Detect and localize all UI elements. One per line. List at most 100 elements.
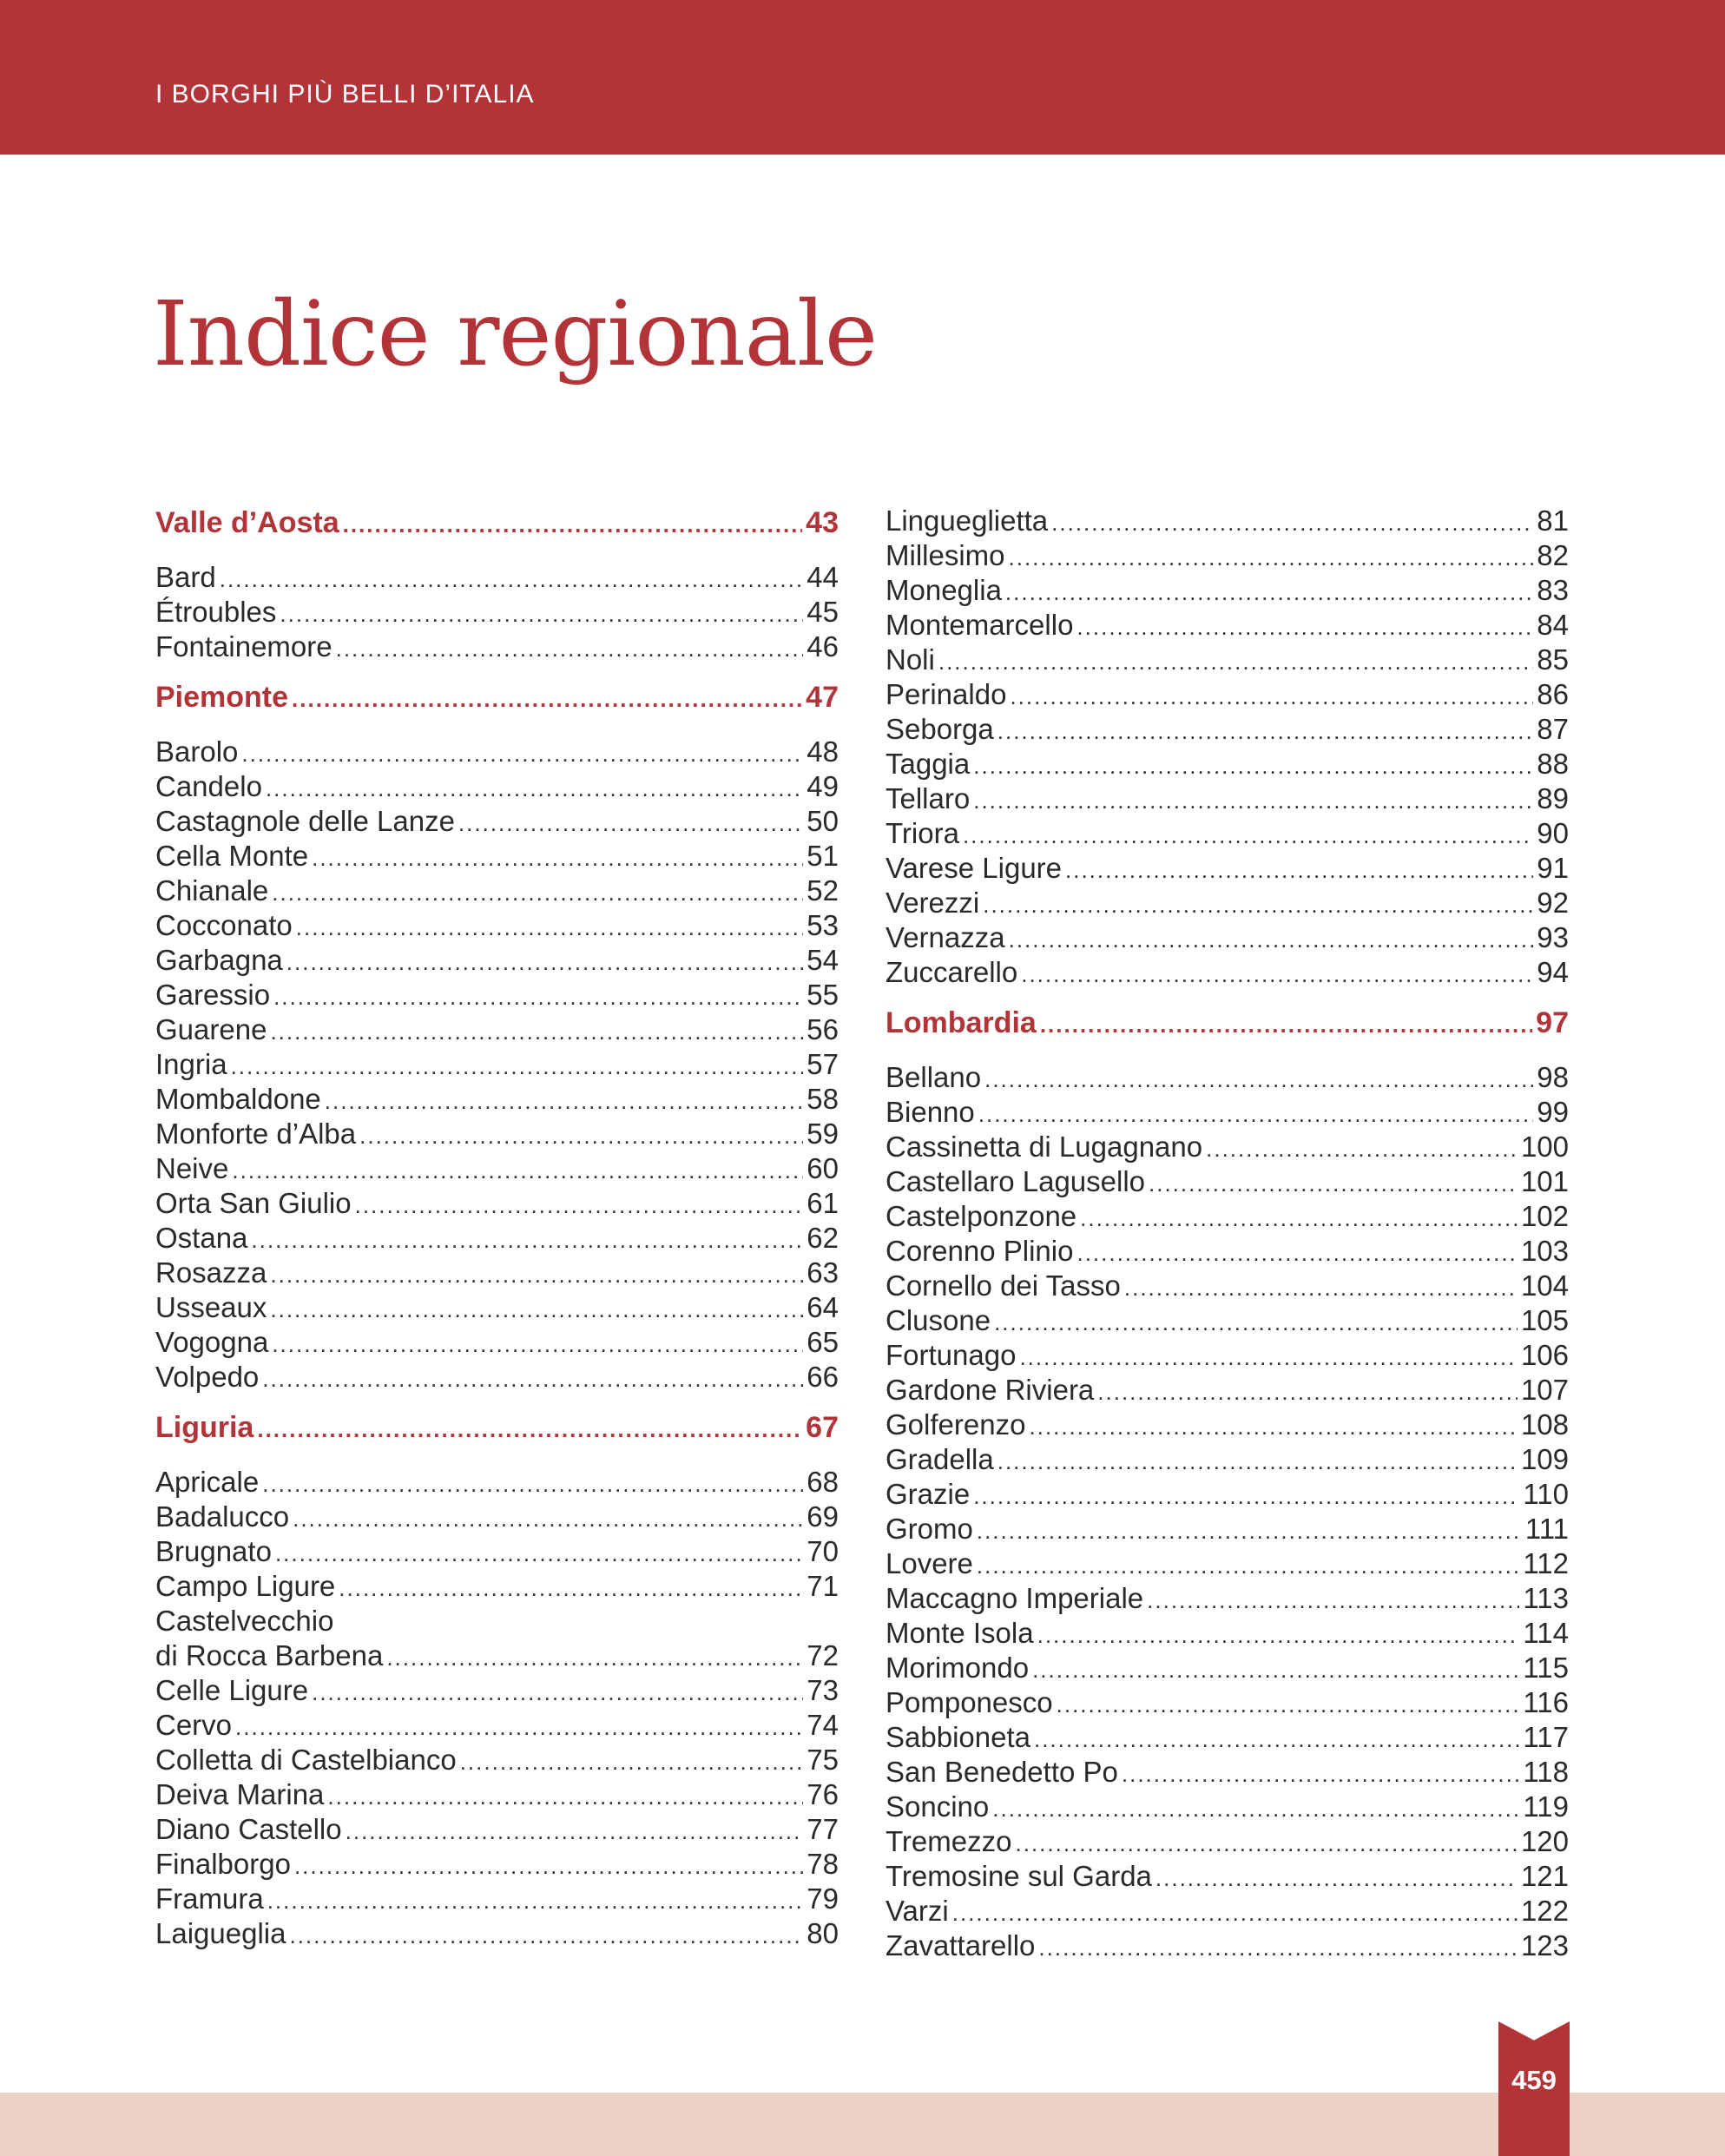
index-entry[interactable]: Castagnole delle Lanze 50: [155, 804, 839, 839]
entry-page: 83: [1537, 574, 1569, 606]
index-entry[interactable]: Golferenzo 108: [886, 1408, 1569, 1442]
index-entry[interactable]: Ingria 57: [155, 1047, 839, 1082]
dot-leader: [1009, 922, 1534, 957]
region-heading-piemonte[interactable]: Piemonte47: [155, 678, 839, 716]
dot-leader: [1076, 610, 1533, 644]
footer-band: [0, 2093, 1725, 2156]
dot-leader: [359, 1118, 803, 1153]
index-entry[interactable]: Fortunago 106: [886, 1338, 1569, 1373]
index-entry[interactable]: Laigueglia 80: [155, 1916, 839, 1951]
index-column-left: Valle d’Aosta43 Bard44Étroubles45Fontain…: [155, 504, 839, 1951]
index-entry[interactable]: Noli 85: [886, 643, 1569, 677]
index-entry[interactable]: Vernazza 93: [886, 920, 1569, 955]
index-entry[interactable]: Chianale 52: [155, 874, 839, 908]
index-entry[interactable]: Étroubles 45: [155, 595, 839, 630]
index-entry[interactable]: Bard 44: [155, 560, 839, 595]
index-entry[interactable]: Bienno 99: [886, 1095, 1569, 1130]
index-entry[interactable]: Cassinetta di Lugagnano 100: [886, 1130, 1569, 1164]
index-entry[interactable]: Bellano 98: [886, 1060, 1569, 1095]
entry-page: 44: [807, 561, 839, 593]
index-entry[interactable]: Fontainemore 46: [155, 630, 839, 664]
dot-leader: [312, 1675, 803, 1710]
index-entry[interactable]: Badalucco 69: [155, 1500, 839, 1534]
index-entry[interactable]: Varzi 122: [886, 1894, 1569, 1929]
index-entry[interactable]: di Rocca Barbena 72: [155, 1638, 839, 1673]
index-entry[interactable]: Castelponzone 102: [886, 1199, 1569, 1234]
entry-name: Seborga: [886, 713, 994, 745]
index-entry[interactable]: Montemarcello 84: [886, 608, 1569, 643]
index-entry[interactable]: Perinaldo 86: [886, 677, 1569, 712]
index-entry[interactable]: Campo Ligure 71: [155, 1569, 839, 1604]
index-entry[interactable]: Guarene 56: [155, 1012, 839, 1047]
index-entry[interactable]: Orta San Giulio 61: [155, 1186, 839, 1221]
index-entry[interactable]: Candelo 49: [155, 769, 839, 804]
region-heading-lombardia[interactable]: Lombardia97: [886, 1004, 1569, 1042]
entry-name: Barolo: [155, 735, 239, 768]
index-entry[interactable]: Cocconato 53: [155, 908, 839, 943]
dot-leader: [325, 1084, 804, 1118]
index-entry[interactable]: Usseaux 64: [155, 1290, 839, 1325]
index-entry[interactable]: Seborga 87: [886, 712, 1569, 747]
index-entry[interactable]: Lovere 112: [886, 1546, 1569, 1581]
entry-page: 110: [1523, 1478, 1569, 1510]
index-entry[interactable]: Moneglia 83: [886, 573, 1569, 608]
index-entry[interactable]: Neive 60: [155, 1151, 839, 1186]
index-entry[interactable]: Corenno Plinio 103: [886, 1234, 1569, 1269]
entry-name: Laigueglia: [155, 1917, 286, 1949]
index-entry[interactable]: Verezzi 92: [886, 886, 1569, 920]
dot-leader: [997, 714, 1534, 748]
region-heading-valle-daosta[interactable]: Valle d’Aosta43: [155, 504, 839, 542]
index-entry[interactable]: Deiva Marina 76: [155, 1777, 839, 1812]
index-entry[interactable]: Monte Isola 114: [886, 1616, 1569, 1651]
liguria-entries-continued: Lingueglietta81Millesimo82Moneglia83Mont…: [886, 504, 1569, 990]
index-entry[interactable]: Zavattarello 123: [886, 1929, 1569, 1963]
index-entry[interactable]: Clusone 105: [886, 1303, 1569, 1338]
entry-page: 89: [1537, 782, 1569, 814]
index-entry[interactable]: Celle Ligure 73: [155, 1673, 839, 1708]
index-entry[interactable]: Sabbioneta 117: [886, 1720, 1569, 1755]
index-entry[interactable]: Millesimo 82: [886, 538, 1569, 573]
index-entry[interactable]: Soncino 119: [886, 1790, 1569, 1824]
index-entry[interactable]: Maccagno Imperiale 113: [886, 1581, 1569, 1616]
index-entry[interactable]: Diano Castello 77: [155, 1812, 839, 1847]
index-entry[interactable]: Pomponesco 116: [886, 1685, 1569, 1720]
index-entry[interactable]: Rosazza 63: [155, 1256, 839, 1290]
index-entry[interactable]: Cella Monte 51: [155, 839, 839, 874]
entry-name: Noli: [886, 643, 935, 676]
index-entry[interactable]: Castelvecchio: [155, 1604, 839, 1638]
index-entry[interactable]: Volpedo 66: [155, 1360, 839, 1394]
index-entry[interactable]: Zuccarello 94: [886, 955, 1569, 990]
index-entry[interactable]: Triora 90: [886, 816, 1569, 851]
index-entry[interactable]: Barolo 48: [155, 735, 839, 769]
index-entry[interactable]: Lingueglietta 81: [886, 504, 1569, 538]
index-entry[interactable]: Monforte d’Alba 59: [155, 1117, 839, 1151]
index-entry[interactable]: Gradella 109: [886, 1442, 1569, 1477]
index-entry[interactable]: Cervo 74: [155, 1708, 839, 1743]
liguria-entries: Apricale68Badalucco69Brugnato70Campo Lig…: [155, 1465, 839, 1951]
entry-page: 59: [807, 1118, 839, 1150]
index-entry[interactable]: Castellaro Lagusello 101: [886, 1164, 1569, 1199]
index-entry[interactable]: Tremezzo 120: [886, 1824, 1569, 1859]
index-entry[interactable]: Tremosine sul Garda 121: [886, 1859, 1569, 1894]
index-entry[interactable]: Garbagna 54: [155, 943, 839, 978]
index-entry[interactable]: Morimondo 115: [886, 1651, 1569, 1685]
index-entry[interactable]: San Benedetto Po 118: [886, 1755, 1569, 1790]
region-heading-liguria[interactable]: Liguria67: [155, 1408, 839, 1447]
index-entry[interactable]: Gardone Riviera 107: [886, 1373, 1569, 1408]
index-entry[interactable]: Cornello dei Tasso 104: [886, 1269, 1569, 1303]
index-entry[interactable]: Apricale 68: [155, 1465, 839, 1500]
index-entry[interactable]: Grazie 110: [886, 1477, 1569, 1512]
index-entry[interactable]: Varese Ligure 91: [886, 851, 1569, 886]
index-entry[interactable]: Framura 79: [155, 1882, 839, 1916]
index-entry[interactable]: Colletta di Castelbianco 75: [155, 1743, 839, 1777]
index-entry[interactable]: Brugnato 70: [155, 1534, 839, 1569]
index-entry[interactable]: Vogogna 65: [155, 1325, 839, 1360]
index-entry[interactable]: Ostana 62: [155, 1221, 839, 1256]
index-entry[interactable]: Gromo 111: [886, 1512, 1569, 1546]
index-entry[interactable]: Finalborgo 78: [155, 1847, 839, 1882]
index-entry[interactable]: Mombaldone 58: [155, 1082, 839, 1117]
index-entry[interactable]: Tellaro 89: [886, 781, 1569, 816]
index-entry[interactable]: Taggia 88: [886, 747, 1569, 781]
dot-leader: [997, 1444, 1518, 1479]
index-entry[interactable]: Garessio 55: [155, 978, 839, 1012]
